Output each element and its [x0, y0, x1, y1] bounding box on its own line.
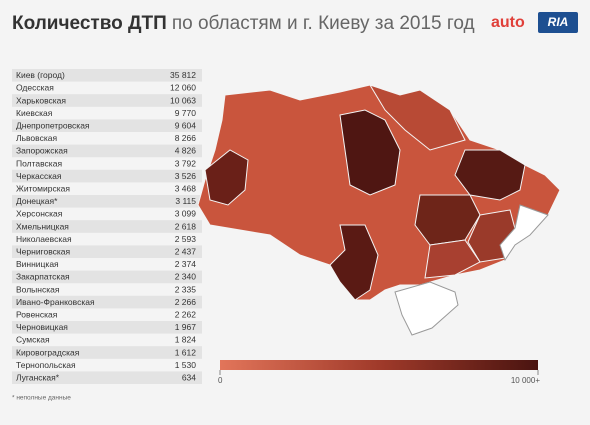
row-stripe	[12, 371, 202, 384]
region-name: Херсонская	[16, 209, 63, 219]
region-value: 1 530	[175, 360, 197, 370]
region-kyiv	[339, 109, 401, 196]
region-value: 2 437	[175, 246, 197, 256]
row-stripe	[12, 144, 202, 158]
table: Киев (город) 35 812 Одесская 12 060 Харьковс…	[12, 69, 202, 384]
region-value: 9 604	[175, 120, 197, 130]
region-value: 3 115	[175, 196, 196, 206]
region-name: Ровенская	[16, 309, 58, 319]
region-value: 1 967	[175, 322, 197, 332]
region-value: 3 792	[175, 158, 197, 168]
logo-ria: RIA	[548, 15, 569, 29]
region-name: Николаевская	[16, 234, 72, 244]
title: Количество ДТП по областям и г. Киеву за …	[12, 13, 475, 34]
footnote: * неполные данные	[12, 395, 71, 402]
legend-max: 10 000+	[511, 376, 540, 385]
row-stripe	[12, 346, 202, 359]
region-value: 9 770	[175, 108, 197, 118]
region-value: 2 340	[175, 272, 197, 282]
region-name: Харьковская	[16, 95, 66, 105]
region-name: Одесская	[16, 83, 54, 93]
region-name: Черкасская	[16, 171, 62, 181]
row-stripe	[12, 69, 202, 82]
region-name: Полтавская	[16, 158, 62, 168]
map	[197, 84, 561, 336]
legend-bar	[220, 360, 538, 370]
region-value: 2 374	[175, 259, 197, 269]
region-zapor	[424, 239, 481, 279]
region-name: Житомирская	[16, 183, 70, 193]
row-stripe	[12, 195, 202, 208]
region-value: 4 826	[175, 146, 197, 156]
title-bold: Количество ДТП	[12, 13, 167, 34]
region-value: 634	[182, 372, 196, 382]
row-stripe	[12, 295, 202, 309]
region-name: Луганская*	[16, 372, 60, 382]
region-name: Черновицкая	[16, 322, 68, 332]
region-value: 3 468	[175, 183, 197, 193]
region-name: Ивано-Франковская	[16, 297, 95, 307]
region-value: 35 812	[170, 70, 196, 80]
region-value: 3 099	[175, 209, 197, 219]
region-value: 2 335	[175, 284, 197, 294]
row-stripe	[12, 220, 202, 233]
region-name: Львовская	[16, 133, 57, 143]
region-name: Хмельницкая	[16, 221, 69, 231]
region-name: Запорожская	[16, 146, 68, 156]
row-stripe	[12, 119, 202, 132]
region-lviv	[204, 149, 249, 206]
row-stripe	[12, 94, 202, 107]
region-value: 2 266	[175, 297, 197, 307]
region-name: Винницкая	[16, 259, 59, 269]
region-east	[454, 149, 526, 201]
region-value: 2 593	[175, 234, 197, 244]
region-name: Киевская	[16, 108, 53, 118]
crimea	[394, 281, 459, 336]
title-rest: по областям и г. Киеву за 2015 год	[172, 13, 475, 34]
row-stripe	[12, 245, 202, 258]
region-value: 10 063	[170, 95, 196, 105]
region-value: 2 262	[175, 309, 197, 319]
logo-auto: auto	[491, 14, 525, 31]
region-name: Сумская	[16, 335, 50, 345]
region-value: 1 612	[175, 347, 197, 357]
row-stripe	[12, 321, 202, 334]
region-value: 3 526	[175, 171, 197, 181]
region-value: 8 266	[175, 133, 197, 143]
region-name: Донецкая*	[16, 196, 58, 206]
region-value: 2 618	[175, 221, 197, 231]
region-name: Закарпатская	[16, 272, 70, 282]
region-north	[368, 84, 466, 151]
region-odesa	[329, 224, 379, 301]
region-occupied	[499, 204, 549, 262]
row-stripe	[12, 270, 202, 284]
logo-box	[538, 12, 578, 33]
region-name: Тернопольская	[16, 360, 76, 370]
region-value: 12 060	[170, 83, 196, 93]
region-name: Киев (город)	[16, 70, 65, 80]
region-name: Волынская	[16, 284, 60, 294]
region-name: Кировоградская	[16, 347, 80, 357]
region-value: 1 824	[175, 335, 197, 345]
legend-min: 0	[218, 376, 223, 385]
region-name: Черниговская	[16, 246, 71, 256]
row-stripe	[12, 169, 202, 183]
region-name: Днепропетровская	[16, 120, 90, 130]
